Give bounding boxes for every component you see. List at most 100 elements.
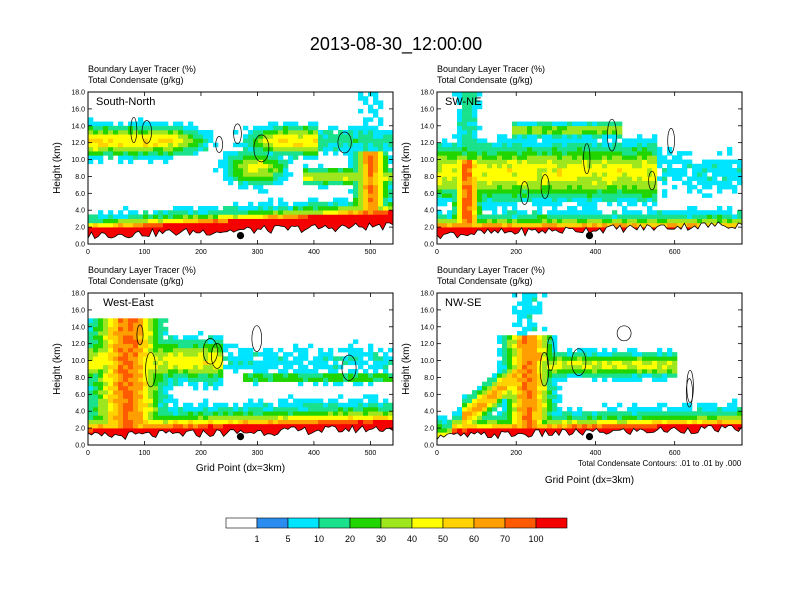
tracer-cell — [258, 369, 264, 374]
tracer-cell — [462, 411, 468, 416]
tracer-cell — [378, 146, 384, 152]
tracer-cell — [622, 364, 628, 370]
tracer-cell — [143, 335, 149, 340]
tracer-cell — [213, 423, 219, 429]
tracer-cell — [88, 411, 94, 416]
tracer-cell — [243, 411, 249, 416]
tracer-cell — [143, 155, 149, 160]
tracer-cell — [662, 377, 668, 382]
tracer-cell — [103, 343, 109, 349]
tracer-cell — [373, 394, 379, 399]
tracer-cell — [477, 142, 483, 148]
tracer-cell — [193, 347, 199, 353]
tracer-cell — [577, 360, 583, 366]
tracer-cell — [173, 138, 179, 143]
tracer-cell — [188, 339, 194, 344]
tracer-cell — [477, 92, 483, 97]
tracer-cell — [532, 201, 538, 207]
tracer-cell — [557, 428, 563, 433]
tracer-cell — [607, 415, 613, 420]
tracer-cell — [587, 172, 593, 177]
tracer-cell — [163, 402, 169, 408]
tracer-cell — [547, 343, 553, 349]
tracer-cell — [133, 326, 139, 332]
tracer-cell — [502, 356, 508, 361]
tracer-cell — [537, 222, 543, 228]
tracer-cell — [512, 210, 518, 215]
tracer-cell — [103, 381, 109, 387]
tracer-cell — [333, 423, 339, 429]
tracer-cell — [338, 423, 344, 429]
tracer-cell — [278, 130, 284, 135]
tracer-cell — [228, 222, 234, 228]
tracer-cell — [318, 168, 324, 173]
tracer-cell — [452, 193, 458, 198]
tracer-cell — [517, 121, 523, 127]
tracer-cell — [108, 352, 114, 357]
tracer-cell — [263, 138, 269, 143]
tracer-cell — [303, 172, 309, 177]
tracer-cell — [373, 197, 379, 203]
tracer-cell — [577, 411, 583, 416]
tracer-cell — [368, 117, 374, 122]
tracer-cell — [557, 155, 563, 160]
tracer-cell — [223, 428, 229, 433]
tracer-cell — [447, 176, 453, 181]
tracer-cell — [602, 159, 608, 165]
tracer-cell — [213, 222, 219, 228]
tracer-cell — [587, 138, 593, 143]
tracer-cell — [487, 142, 493, 148]
tracer-cell — [278, 201, 284, 207]
tracer-cell — [288, 218, 294, 224]
tracer-cell — [522, 402, 528, 408]
tracer-cell — [268, 146, 274, 152]
tracer-cell — [388, 134, 394, 139]
tracer-cell — [507, 343, 513, 349]
tracer-cell — [148, 385, 154, 391]
tracer-cell — [178, 415, 184, 420]
tracer-cell — [612, 356, 618, 361]
tracer-cell — [378, 364, 384, 370]
tracer-cell — [537, 419, 543, 425]
tracer-cell — [572, 419, 578, 425]
tracer-cell — [88, 381, 94, 387]
tracer-cell — [213, 356, 219, 361]
tracer-cell — [283, 146, 289, 152]
tracer-cell — [268, 210, 274, 215]
tracer-cell — [358, 92, 364, 97]
tracer-cell — [138, 331, 144, 336]
tracer-cell — [378, 411, 384, 416]
tracer-cell — [253, 210, 259, 215]
tracer-cell — [148, 377, 154, 382]
tracer-cell — [647, 352, 653, 357]
tracer-cell — [363, 423, 369, 429]
tracer-cell — [572, 130, 578, 135]
tracer-cell — [288, 407, 294, 412]
tracer-cell — [527, 218, 533, 224]
tracer-cell — [617, 193, 623, 198]
tracer-cell — [482, 138, 488, 143]
tracer-cell — [258, 172, 264, 177]
tracer-cell — [542, 326, 548, 332]
tracer-cell — [273, 155, 279, 160]
tracer-cell — [98, 125, 104, 131]
tracer-cell — [248, 172, 254, 177]
tracer-cell — [118, 343, 124, 349]
tracer-cell — [303, 168, 309, 173]
tracer-cell — [527, 172, 533, 177]
tracer-cell — [622, 168, 628, 173]
tracer-cell — [173, 369, 179, 374]
tracer-cell — [607, 134, 613, 139]
tracer-cell — [597, 222, 603, 228]
tracer-cell — [343, 201, 349, 207]
tracer-cell — [383, 419, 389, 425]
tracer-cell — [138, 364, 144, 370]
tracer-cell — [288, 394, 294, 399]
tracer-cell — [333, 197, 339, 203]
tracer-cell — [547, 394, 553, 399]
tracer-cell — [193, 339, 199, 344]
tracer-cell — [143, 222, 149, 228]
tracer-cell — [248, 155, 254, 160]
tracer-cell — [487, 172, 493, 177]
tracer-cell — [632, 218, 638, 224]
